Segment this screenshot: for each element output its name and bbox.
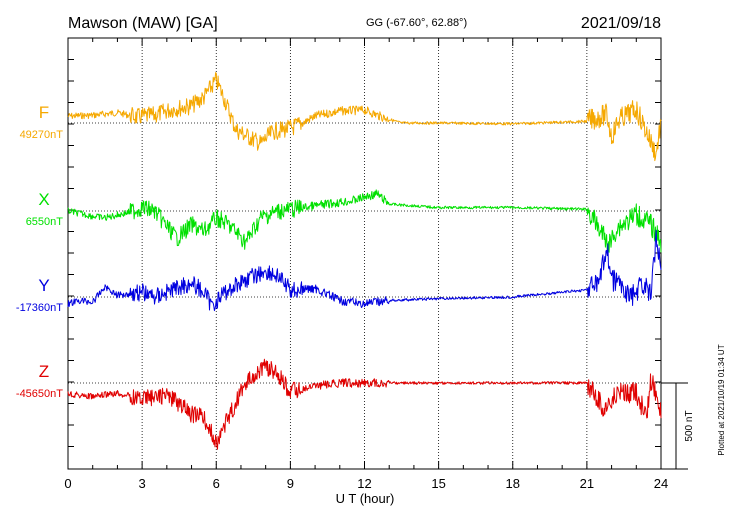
component-label-z: Z	[39, 362, 49, 381]
grid-lines	[141, 38, 588, 469]
trace-y	[67, 229, 662, 312]
trace-x	[67, 189, 662, 254]
axis-ticks	[67, 38, 662, 469]
component-label-y: Y	[38, 276, 49, 295]
baseline-value-y: -17360nT	[16, 302, 63, 314]
baseline-value-x: 6550nT	[26, 216, 64, 228]
trace-f	[67, 72, 662, 162]
x-tick-label: 6	[213, 476, 220, 491]
x-tick-label: 9	[287, 476, 294, 491]
x-axis-label: U T (hour)	[336, 491, 395, 506]
trace-z	[67, 358, 662, 450]
scale-bar-label: 500 nT	[684, 410, 695, 441]
x-tick-label: 3	[139, 476, 146, 491]
x-tick-labels: 0 3 6 9 12 15 18 21 24	[64, 476, 668, 491]
plot-date: 2021/09/18	[581, 15, 661, 32]
x-tick-label: 21	[580, 476, 594, 491]
station-coordinates: GG (-67.60°, 62.88°)	[366, 17, 467, 29]
series-f: F 49270nT	[20, 72, 662, 162]
component-label-f: F	[39, 103, 49, 122]
x-tick-label: 15	[431, 476, 445, 491]
series-y: Y -17360nT	[16, 229, 662, 314]
x-tick-label: 12	[357, 476, 371, 491]
series-layer: F 49270nT X 6550nT Y -17360nT Z -45650nT	[16, 72, 662, 450]
x-tick-label: 24	[654, 476, 668, 491]
x-tick-label: 18	[506, 476, 520, 491]
baseline-value-f: 49270nT	[20, 129, 64, 141]
scale-bar: 500 nT	[661, 382, 695, 470]
series-x: X 6550nT	[26, 189, 662, 254]
plotted-timestamp: Plotted at 2021/10/19 01:34 UT	[717, 344, 726, 455]
component-label-x: X	[38, 190, 49, 209]
series-z: Z -45650nT	[16, 358, 662, 450]
x-tick-label: 0	[64, 476, 71, 491]
baseline-value-z: -45650nT	[16, 388, 63, 400]
station-title: Mawson (MAW) [GA]	[68, 15, 218, 32]
